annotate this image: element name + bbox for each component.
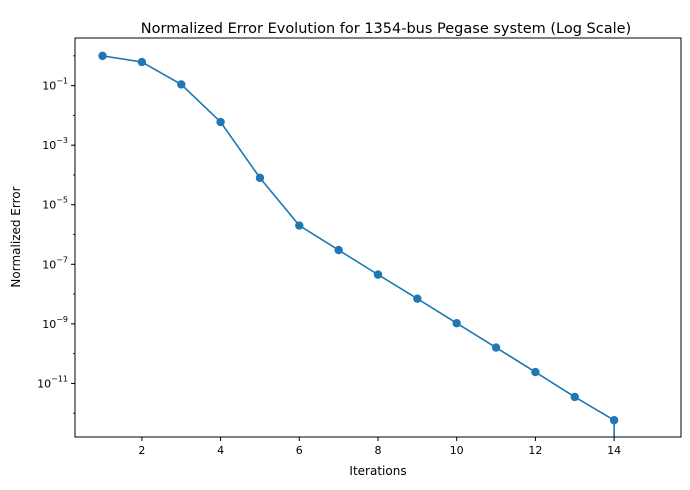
plot-frame <box>74 37 682 438</box>
y-tick-label: 10−3 <box>42 136 68 152</box>
x-tick-label: 14 <box>607 444 621 457</box>
data-point <box>609 416 619 425</box>
x-tick-label: 6 <box>296 444 303 457</box>
x-axis-label: Iterations <box>349 464 406 478</box>
x-tick-label: 8 <box>375 444 382 457</box>
y-tick-label: 10−11 <box>37 374 68 390</box>
data-point <box>452 319 461 328</box>
data-point <box>491 343 501 352</box>
data-point <box>216 117 225 127</box>
y-tick-label: 10−5 <box>42 196 68 212</box>
data-point <box>137 57 147 67</box>
y-axis-label: Normalized Error <box>9 186 23 287</box>
data-point <box>295 221 304 230</box>
y-tick-label: 10−7 <box>42 255 68 271</box>
x-tick-label: 4 <box>217 444 224 457</box>
series-line <box>102 55 615 421</box>
data-point <box>570 392 579 402</box>
data-point <box>177 80 186 89</box>
y-axis: 10−1 10−3 10−5 10−7 10−9 10−11 <box>37 55 75 414</box>
x-axis: 2 4 6 8 10 12 14 <box>138 437 621 457</box>
data-point <box>255 173 265 183</box>
data-point <box>373 270 383 279</box>
x-tick-label: 12 <box>528 444 542 457</box>
x-tick-label: 2 <box>138 444 145 457</box>
plot-area <box>98 51 619 437</box>
y-tick-label: 10−1 <box>42 77 68 93</box>
data-point <box>413 294 422 303</box>
data-point <box>334 245 343 255</box>
y-tick-label: 10−9 <box>42 315 68 331</box>
chart-title: Normalized Error Evolution for 1354-bus … <box>141 21 631 37</box>
data-point <box>98 51 107 61</box>
x-tick-label: 10 <box>450 444 464 457</box>
data-point <box>531 367 540 377</box>
